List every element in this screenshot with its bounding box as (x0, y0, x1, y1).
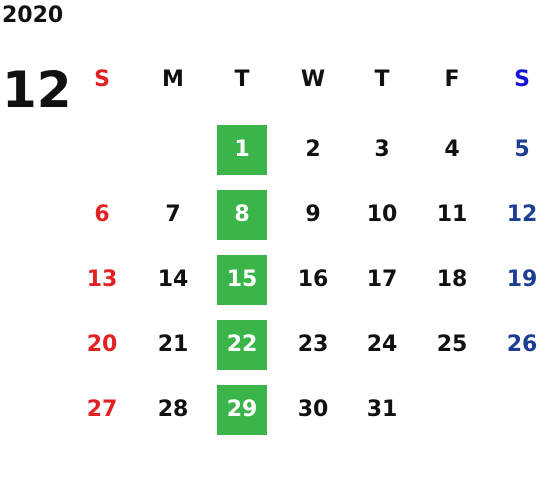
weekday-header: T (374, 67, 390, 92)
weekday-header: W (300, 67, 326, 92)
day-cell: 11 (436, 202, 468, 227)
day-cell: 28 (157, 397, 189, 422)
day-cell: 19 (506, 267, 538, 292)
day-cell: 3 (374, 137, 390, 162)
day-cell: 9 (305, 202, 321, 227)
day-cell: 22 (217, 320, 267, 370)
weekday-header: F (444, 67, 460, 92)
month: 12 (2, 61, 72, 119)
day-cell: 8 (217, 190, 267, 240)
day-cell: 23 (297, 332, 329, 357)
day-cell: 24 (366, 332, 398, 357)
weekday-header: T (234, 67, 250, 92)
day-cell: 12 (506, 202, 538, 227)
day-cell: 30 (297, 397, 329, 422)
day-cell: 14 (157, 267, 189, 292)
day-cell: 26 (506, 332, 538, 357)
day-cell: 13 (86, 267, 118, 292)
day-cell: 21 (157, 332, 189, 357)
day-cell: 25 (436, 332, 468, 357)
day-cell: 7 (165, 202, 181, 227)
year: 2020 (2, 3, 64, 28)
day-cell: 15 (217, 255, 267, 305)
day-cell: 5 (514, 137, 530, 162)
day-cell: 31 (366, 397, 398, 422)
day-cell: 1 (217, 125, 267, 175)
day-cell: 4 (444, 137, 460, 162)
day-cell: 18 (436, 267, 468, 292)
weekday-header: S (514, 67, 530, 92)
weekday-header: M (162, 67, 184, 92)
day-cell: 16 (297, 267, 329, 292)
day-cell: 29 (217, 385, 267, 435)
day-cell: 6 (94, 202, 110, 227)
day-cell: 27 (86, 397, 118, 422)
weekday-header: S (94, 67, 110, 92)
day-cell: 17 (366, 267, 398, 292)
day-cell: 10 (366, 202, 398, 227)
day-cell: 20 (86, 332, 118, 357)
day-cell: 2 (305, 137, 321, 162)
